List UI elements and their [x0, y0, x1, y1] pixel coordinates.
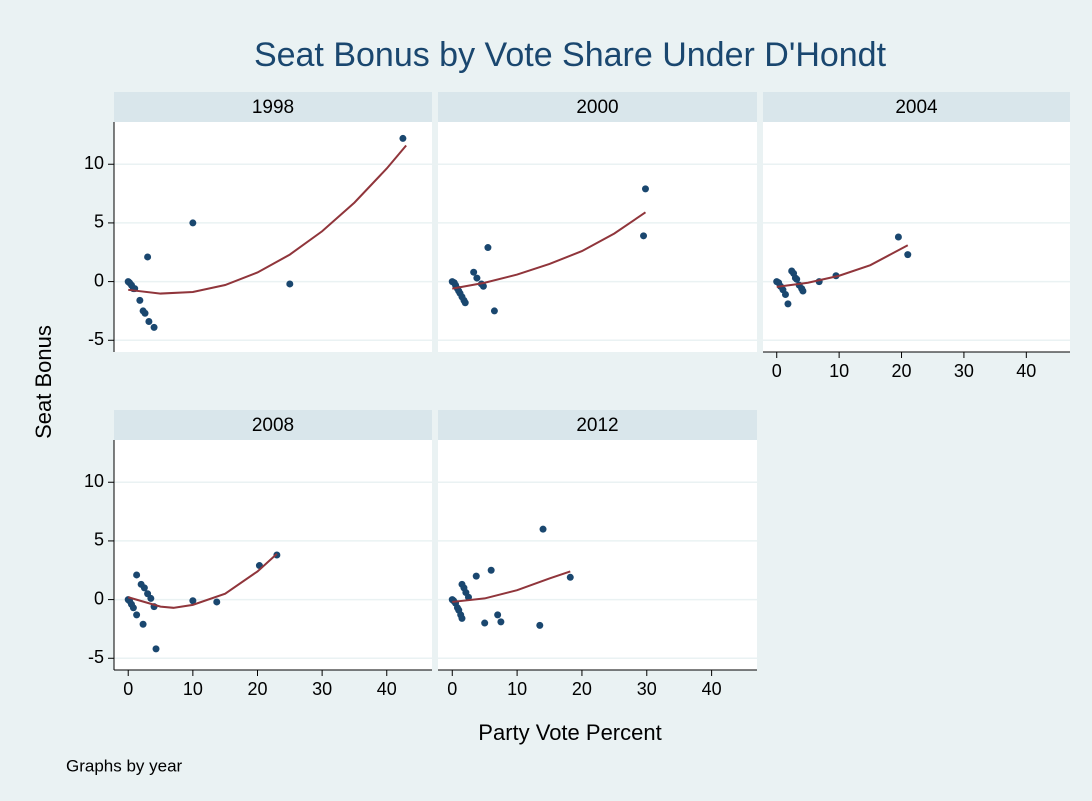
point — [484, 244, 492, 252]
panel-title: 1998 — [252, 97, 294, 118]
point — [793, 275, 801, 283]
point — [461, 299, 469, 307]
chart-title: Seat Bonus by Vote Share Under D'Hondt — [254, 36, 887, 74]
point — [473, 274, 481, 282]
x-tick-label: 10 — [829, 361, 849, 381]
x-tick-label: 10 — [507, 679, 527, 699]
point — [152, 645, 160, 653]
point — [189, 597, 197, 605]
point — [566, 573, 574, 581]
y-tick-label: 0 — [94, 270, 104, 290]
y-tick-label: 5 — [94, 212, 104, 232]
panel-header — [438, 410, 757, 440]
point — [799, 287, 807, 295]
y-tick-label: -5 — [88, 647, 104, 667]
y-tick-label: 10 — [84, 153, 104, 173]
panel-title: 2012 — [576, 415, 618, 436]
point — [399, 134, 407, 142]
fit-line — [452, 211, 647, 290]
x-tick-label: 40 — [702, 679, 722, 699]
y-tick-label: 0 — [94, 588, 104, 608]
y-tick-label: -5 — [88, 329, 104, 349]
x-axis-label: Party Vote Percent — [478, 720, 661, 745]
plot-area — [438, 440, 757, 670]
point — [133, 611, 141, 619]
point — [189, 219, 197, 227]
y-axis-label: Seat Bonus — [31, 325, 56, 439]
point — [458, 614, 466, 622]
note: Graphs by year — [66, 756, 183, 775]
point — [497, 618, 505, 626]
point — [490, 307, 498, 315]
point — [140, 584, 148, 592]
fit-line — [776, 244, 909, 288]
panel-header — [438, 92, 757, 122]
x-tick-label: 0 — [447, 679, 457, 699]
x-tick-label: 20 — [247, 679, 267, 699]
plot-area — [114, 122, 432, 352]
panel-title: 2008 — [252, 415, 294, 436]
point — [129, 604, 137, 612]
point — [145, 317, 153, 325]
point — [147, 594, 155, 602]
plot-area — [114, 440, 432, 670]
fit-line — [127, 553, 278, 609]
point — [286, 280, 294, 288]
panel-title: 2004 — [895, 97, 938, 118]
x-tick-label: 40 — [377, 679, 397, 699]
point — [641, 185, 649, 193]
x-tick-label: 40 — [1016, 361, 1036, 381]
point — [894, 233, 902, 241]
point — [141, 309, 149, 317]
point — [640, 232, 648, 240]
x-tick-label: 20 — [572, 679, 592, 699]
panel-title: 2000 — [576, 97, 618, 118]
point — [904, 251, 912, 259]
point — [781, 291, 789, 298]
point — [784, 300, 792, 308]
y-tick-label: 5 — [94, 530, 104, 550]
point — [536, 621, 544, 629]
y-tick-label: 10 — [84, 471, 104, 491]
point — [213, 598, 221, 606]
point — [144, 253, 152, 261]
x-tick-label: 30 — [954, 361, 974, 381]
fit-line — [128, 144, 407, 295]
fit-line — [452, 570, 571, 603]
point — [481, 619, 489, 627]
panel-header — [763, 92, 1070, 122]
panel-header — [114, 410, 432, 440]
point — [494, 611, 502, 619]
x-tick-label: 20 — [892, 361, 912, 381]
point — [472, 572, 480, 580]
plot-area — [438, 122, 757, 352]
point — [487, 566, 495, 574]
panel-header — [114, 92, 432, 122]
point — [470, 268, 478, 276]
point — [139, 620, 147, 628]
point — [133, 571, 141, 579]
point — [136, 296, 144, 304]
point — [150, 323, 158, 331]
x-tick-label: 30 — [637, 679, 657, 699]
x-tick-label: 10 — [183, 679, 203, 699]
x-tick-label: 0 — [123, 679, 133, 699]
x-tick-label: 0 — [772, 361, 782, 381]
point — [539, 525, 547, 533]
point — [479, 282, 487, 290]
x-tick-label: 30 — [312, 679, 332, 699]
plot-area — [763, 122, 1070, 352]
